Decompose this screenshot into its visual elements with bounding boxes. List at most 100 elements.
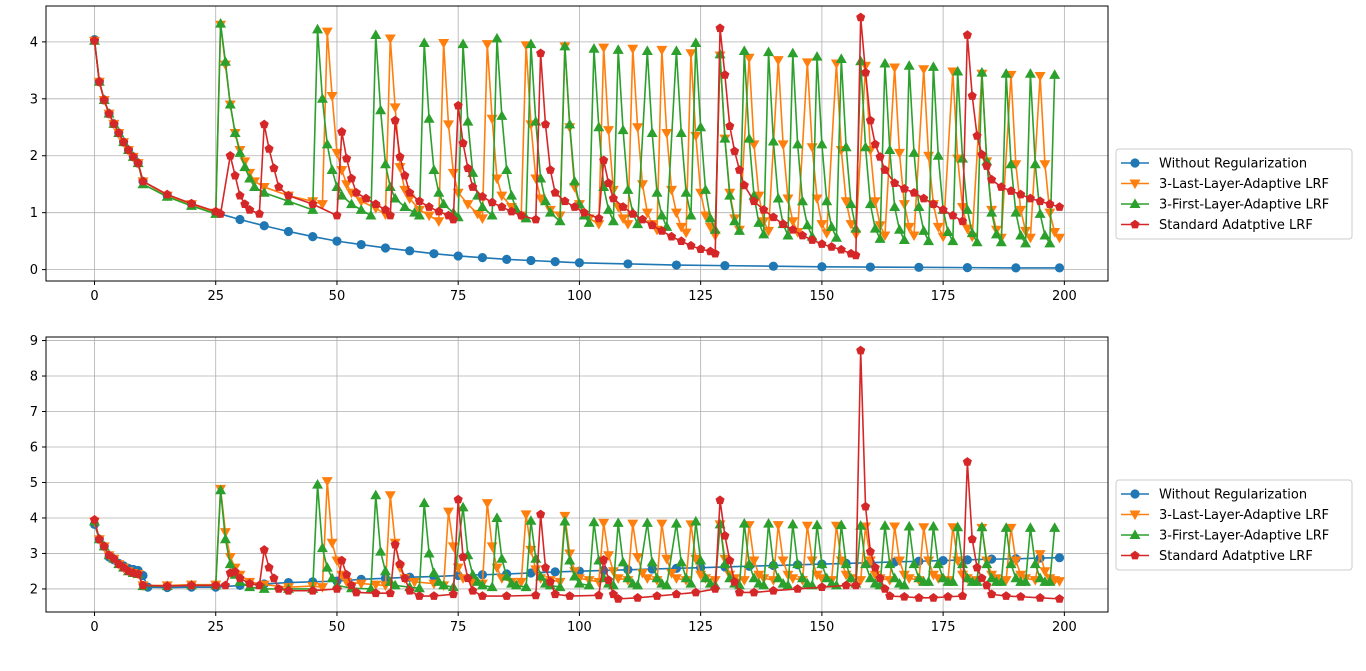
data-point	[1054, 553, 1065, 563]
data-point	[730, 146, 740, 156]
data-point	[579, 207, 589, 217]
data-point	[186, 198, 197, 208]
y-tick-label: 6	[30, 441, 38, 456]
x-tick-label: 75	[450, 620, 467, 635]
data-point	[977, 149, 987, 159]
data-point	[977, 573, 987, 583]
data-point	[928, 593, 938, 602]
data-point	[216, 209, 226, 218]
x-tick-label: 0	[90, 620, 98, 635]
data-point	[801, 58, 813, 68]
data-point	[337, 127, 347, 136]
data-point	[453, 494, 463, 504]
data-point	[651, 187, 663, 197]
data-point	[89, 514, 100, 524]
data-point	[1016, 189, 1026, 199]
data-point	[763, 226, 775, 237]
data-point	[599, 555, 609, 564]
x-axis: 0 25 50 75 100 125 150 175 200	[90, 281, 1077, 304]
data-point	[908, 231, 920, 242]
data-point	[162, 189, 172, 199]
data-point	[608, 589, 618, 599]
data-point	[491, 563, 503, 574]
data-point	[598, 43, 610, 54]
data-point	[458, 138, 468, 148]
data-point	[321, 138, 333, 149]
data-point	[308, 199, 318, 209]
y-tick-label: 8	[30, 370, 38, 385]
y-tick-label: 0	[30, 263, 38, 278]
data-point	[675, 222, 687, 233]
data-point	[486, 581, 498, 592]
data-point	[913, 572, 925, 583]
data-point	[943, 591, 953, 601]
data-point	[550, 567, 560, 577]
data-point	[235, 190, 245, 200]
data-point	[244, 172, 256, 183]
data-point	[390, 115, 400, 125]
data-point	[608, 193, 618, 203]
data-point	[332, 584, 342, 593]
data-point	[957, 216, 968, 226]
data-point	[811, 51, 823, 61]
data-point	[806, 579, 818, 590]
data-point	[487, 197, 497, 207]
data-point	[1034, 572, 1046, 583]
data-point	[564, 118, 576, 129]
data-point	[657, 226, 667, 235]
data-point	[230, 567, 240, 576]
data-point	[797, 195, 808, 206]
data-point	[763, 46, 775, 57]
data-point	[661, 128, 673, 139]
x-tick-label: 175	[931, 620, 956, 635]
legend: Without Regularization 3-Last-Layer-Adapt…	[1115, 148, 1353, 240]
data-point	[463, 573, 473, 583]
data-point	[830, 232, 842, 242]
data-point	[632, 579, 644, 590]
data-point	[326, 164, 338, 174]
data-point	[501, 164, 513, 174]
data-point	[612, 517, 624, 527]
data-point	[733, 225, 745, 235]
data-point	[438, 198, 450, 209]
data-point	[405, 585, 415, 595]
y-tick-label: 7	[30, 405, 38, 420]
legend-label: 3-Last-Layer-Adaptive LRF	[1159, 177, 1329, 192]
data-point	[496, 553, 508, 563]
data-point	[710, 584, 720, 593]
data-point	[879, 520, 891, 530]
data-point	[283, 190, 294, 200]
y-tick-label: 1	[30, 206, 38, 221]
data-point	[326, 91, 338, 102]
y-axis: 2 3 4 5 6 7 8 9	[30, 334, 46, 597]
data-point	[875, 152, 885, 161]
data-point	[966, 227, 978, 238]
data-point	[400, 573, 410, 583]
data-point	[772, 572, 784, 583]
data-point	[855, 576, 867, 586]
data-point	[656, 45, 668, 56]
data-point	[612, 574, 624, 584]
data-point	[418, 37, 430, 48]
data-point	[308, 585, 318, 595]
data-point	[109, 553, 119, 563]
data-point	[777, 556, 789, 567]
data-point	[365, 209, 377, 220]
data-point	[588, 516, 600, 527]
data-point	[516, 210, 526, 220]
data-point	[918, 225, 930, 235]
legend-item: Without Regularization	[1121, 157, 1307, 172]
data-point	[914, 262, 924, 272]
data-point	[864, 572, 876, 583]
data-point	[1024, 522, 1036, 532]
data-point	[123, 145, 134, 154]
data-point	[380, 243, 391, 253]
data-point	[384, 491, 396, 501]
data-point	[908, 147, 920, 157]
data-point	[613, 594, 623, 603]
data-point	[554, 581, 566, 592]
data-point	[976, 67, 988, 77]
legend-marker	[1129, 179, 1141, 190]
data-point	[429, 249, 439, 259]
data-point	[186, 580, 197, 590]
